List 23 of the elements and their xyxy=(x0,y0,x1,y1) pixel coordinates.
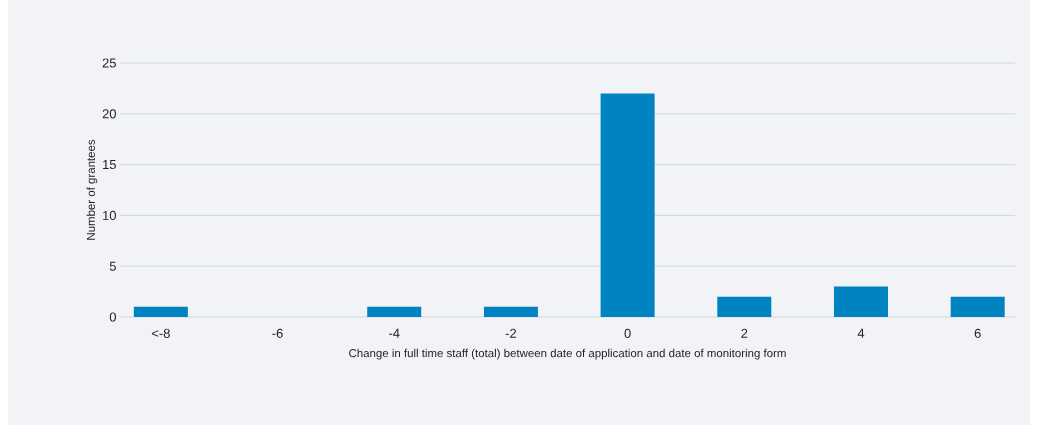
x-tick-label: -2 xyxy=(505,328,517,338)
x-tick-label: 0 xyxy=(624,328,631,338)
y-tick-label: 20 xyxy=(102,109,116,119)
x-tick-label: 6 xyxy=(974,328,981,338)
x-tick-label: -4 xyxy=(389,328,400,338)
y-tick-label: 25 xyxy=(102,58,116,68)
bar xyxy=(483,306,538,317)
x-tick-label: 2 xyxy=(741,328,748,338)
bar xyxy=(717,296,772,317)
y-tick-label: 5 xyxy=(109,261,116,271)
y-tick-label: 15 xyxy=(103,160,116,170)
y-axis-title: Number of grantees xyxy=(86,139,98,240)
x-tick-label: 4 xyxy=(857,328,865,338)
y-tick-label: 10 xyxy=(103,210,116,220)
bar xyxy=(367,306,422,317)
y-tick-label: 0 xyxy=(109,312,116,322)
x-tick-label: -6 xyxy=(272,328,283,338)
x-tick-label: <-8 xyxy=(151,328,170,338)
bar xyxy=(600,93,655,317)
bar xyxy=(833,286,888,317)
x-axis-title: Change in full time staff (total) between date of application and date of monitoring form xyxy=(349,348,786,360)
bar xyxy=(133,306,188,317)
bar xyxy=(950,296,1005,317)
